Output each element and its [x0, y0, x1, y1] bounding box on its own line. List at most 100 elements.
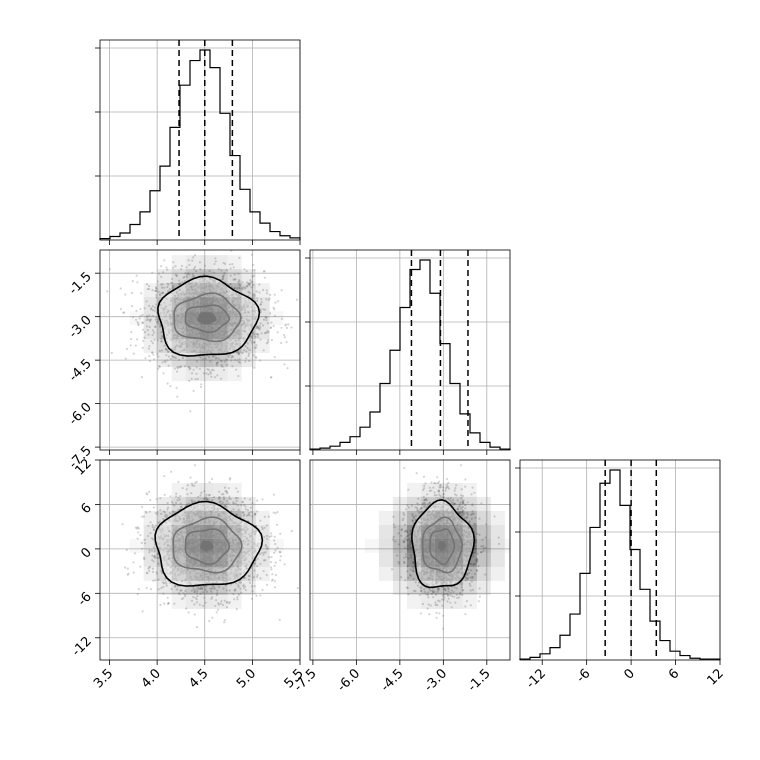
density-cell: [255, 339, 270, 354]
scatter-point: [252, 530, 255, 534]
scatter-point: [191, 500, 194, 503]
scatter-point: [245, 537, 249, 540]
scatter-point: [175, 495, 178, 498]
scatter-point: [167, 602, 170, 605]
scatter-point: [231, 520, 234, 523]
scatter-point: [202, 341, 205, 344]
scatter-point: [181, 535, 184, 538]
scatter-point: [228, 589, 231, 592]
scatter-point: [225, 580, 228, 583]
scatter-point: [238, 557, 241, 560]
scatter-point: [279, 555, 282, 558]
scatter-point: [222, 576, 225, 579]
density-cell: [199, 339, 214, 354]
scatter-point: [172, 524, 175, 527]
scatter-point: [182, 276, 185, 279]
scatter-point: [265, 316, 268, 319]
scatter-point: [199, 292, 202, 296]
scatter-point: [125, 347, 128, 351]
scatter-point: [254, 356, 257, 359]
scatter-point: [239, 296, 242, 299]
scatter-point: [242, 338, 245, 341]
scatter-point: [247, 311, 250, 314]
scatter-point: [237, 339, 240, 342]
scatter-point: [178, 569, 181, 573]
scatter-point: [231, 535, 234, 538]
scatter-point: [249, 506, 252, 509]
scatter-point: [143, 336, 146, 339]
scatter-point: [199, 511, 202, 514]
scatter-point: [178, 566, 181, 569]
contour-line: [173, 292, 242, 343]
scatter-point: [209, 277, 212, 280]
scatter-point: [164, 581, 167, 584]
scatter-point: [212, 369, 215, 372]
scatter-point: [233, 297, 236, 300]
scatter-point: [210, 509, 214, 512]
scatter-point: [162, 324, 166, 327]
scatter-point: [175, 291, 179, 294]
scatter-point: [236, 304, 239, 307]
scatter-point: [190, 511, 193, 514]
scatter-point: [218, 501, 221, 504]
density-cell: [171, 339, 186, 354]
scatter-point: [193, 506, 197, 509]
scatter-point: [181, 521, 184, 524]
scatter-point: [225, 589, 228, 592]
scatter-point: [210, 567, 213, 570]
scatter-point: [162, 309, 165, 312]
scatter-point: [230, 568, 233, 571]
scatter-point: [219, 359, 222, 362]
scatter-point: [160, 307, 163, 310]
scatter-point: [174, 566, 177, 570]
scatter-point: [216, 508, 219, 511]
scatter-point: [145, 300, 148, 303]
scatter-point: [168, 572, 171, 576]
scatter-point: [223, 619, 226, 622]
scatter-point: [199, 356, 202, 359]
density-cell: [130, 311, 144, 325]
scatter-point: [225, 290, 228, 293]
scatter-point: [168, 512, 171, 515]
scatter-point: [190, 492, 193, 495]
scatter-point: [192, 285, 195, 288]
scatter-point: [161, 335, 164, 338]
scatter-point: [165, 521, 168, 525]
scatter-point: [160, 265, 163, 268]
scatter-point: [223, 599, 226, 602]
scatter-point: [233, 286, 236, 290]
scatter-point: [237, 305, 241, 309]
scatter-point: [157, 367, 160, 370]
scatter-point: [161, 527, 164, 530]
scatter-point: [190, 286, 193, 289]
scatter-point: [221, 275, 225, 278]
scatter-point: [186, 569, 190, 572]
scatter-point: [241, 319, 244, 322]
scatter-point: [179, 345, 182, 348]
scatter-point: [192, 342, 195, 345]
scatter-point: [233, 345, 236, 348]
scatter-point: [178, 345, 181, 348]
scatter-point: [196, 339, 199, 343]
scatter-point: [193, 342, 196, 345]
scatter-point: [203, 572, 206, 575]
scatter-point: [182, 307, 185, 310]
scatter-point: [179, 366, 182, 369]
scatter-point: [173, 299, 176, 302]
scatter-point: [216, 508, 219, 511]
scatter-point: [195, 592, 199, 595]
scatter-point: [180, 569, 183, 572]
scatter-point: [173, 334, 176, 337]
scatter-point: [201, 345, 205, 348]
scatter-point: [176, 499, 179, 502]
scatter-point: [195, 626, 199, 629]
scatter-point: [235, 524, 238, 527]
scatter-point: [187, 282, 191, 285]
scatter-point: [228, 495, 231, 498]
scatter-point: [153, 306, 157, 309]
scatter-point: [250, 534, 253, 537]
scatter-point: [171, 575, 174, 578]
scatter-point: [208, 284, 211, 287]
scatter-point: [183, 333, 186, 336]
